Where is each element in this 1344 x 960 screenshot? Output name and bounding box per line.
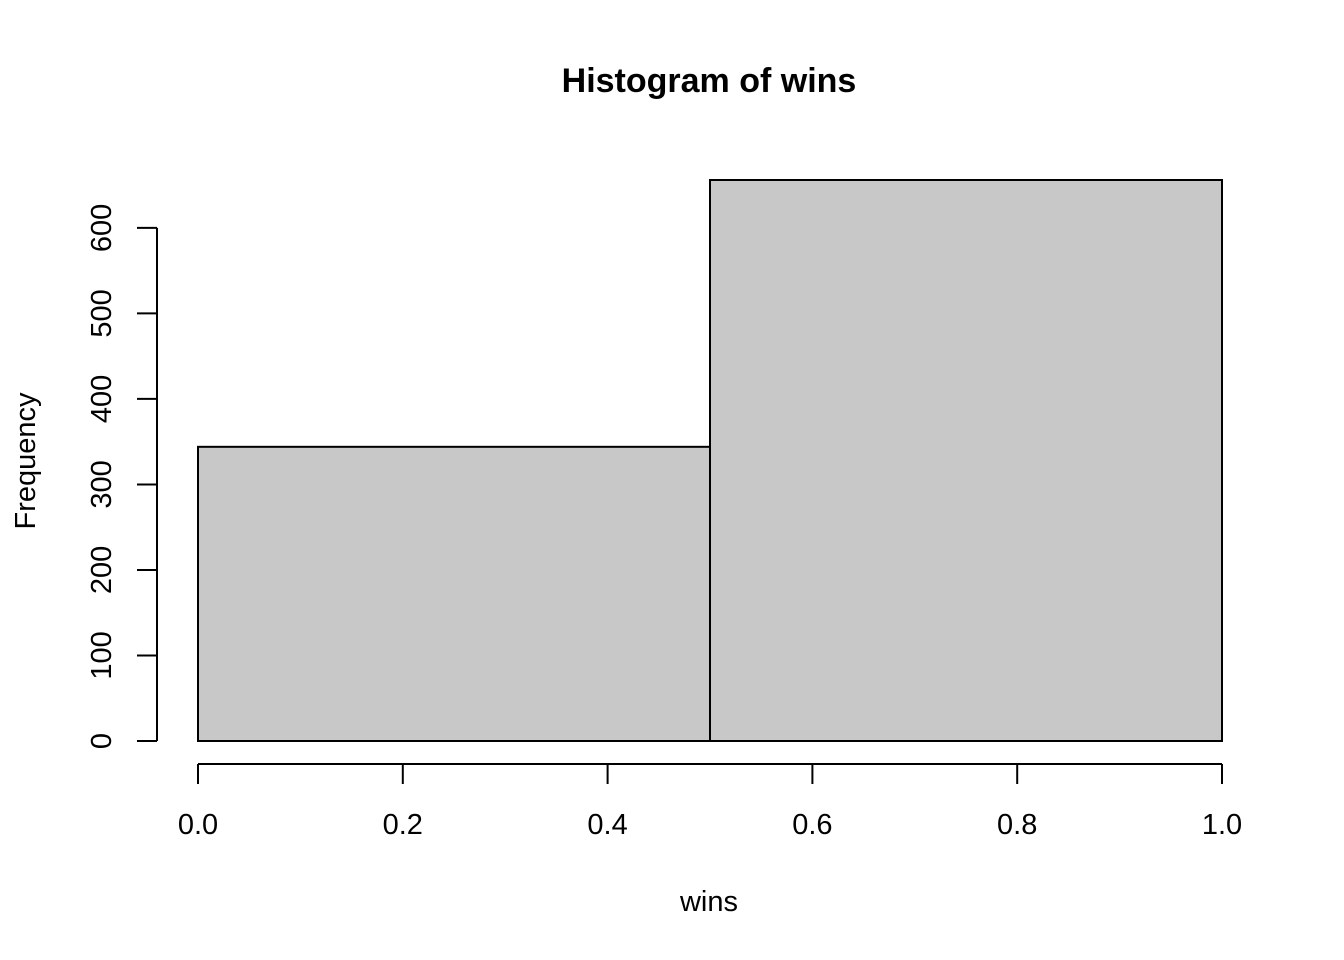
x-tick-label: 0.8 [997,809,1037,841]
histogram-bar-2 [709,179,1223,742]
y-tick-label: 0 [86,733,118,749]
x-tick-label: 1.0 [1202,809,1242,841]
x-tick-label: 0.6 [792,809,832,841]
y-tick-label: 500 [86,289,118,337]
y-tick-label: 400 [86,375,118,423]
chart-title: Histogram of wins [562,62,857,100]
y-axis: 0 100 200 300 400 500 600 [86,204,158,749]
y-axis-label: Frequency [10,392,42,530]
x-tick-label: 0.4 [587,809,627,841]
x-axis-label: wins [679,886,738,918]
histogram-bar-1 [197,445,711,742]
y-tick-label: 600 [86,204,118,252]
bars-group [197,179,1223,742]
y-tick-label: 200 [86,546,118,594]
y-tick-label: 100 [86,631,118,679]
x-axis: 0.0 0.2 0.4 0.6 0.8 1.0 [178,763,1242,841]
y-tick-label: 300 [86,460,118,508]
x-tick-label: 0.0 [178,809,218,841]
x-tick-label: 0.2 [383,809,423,841]
